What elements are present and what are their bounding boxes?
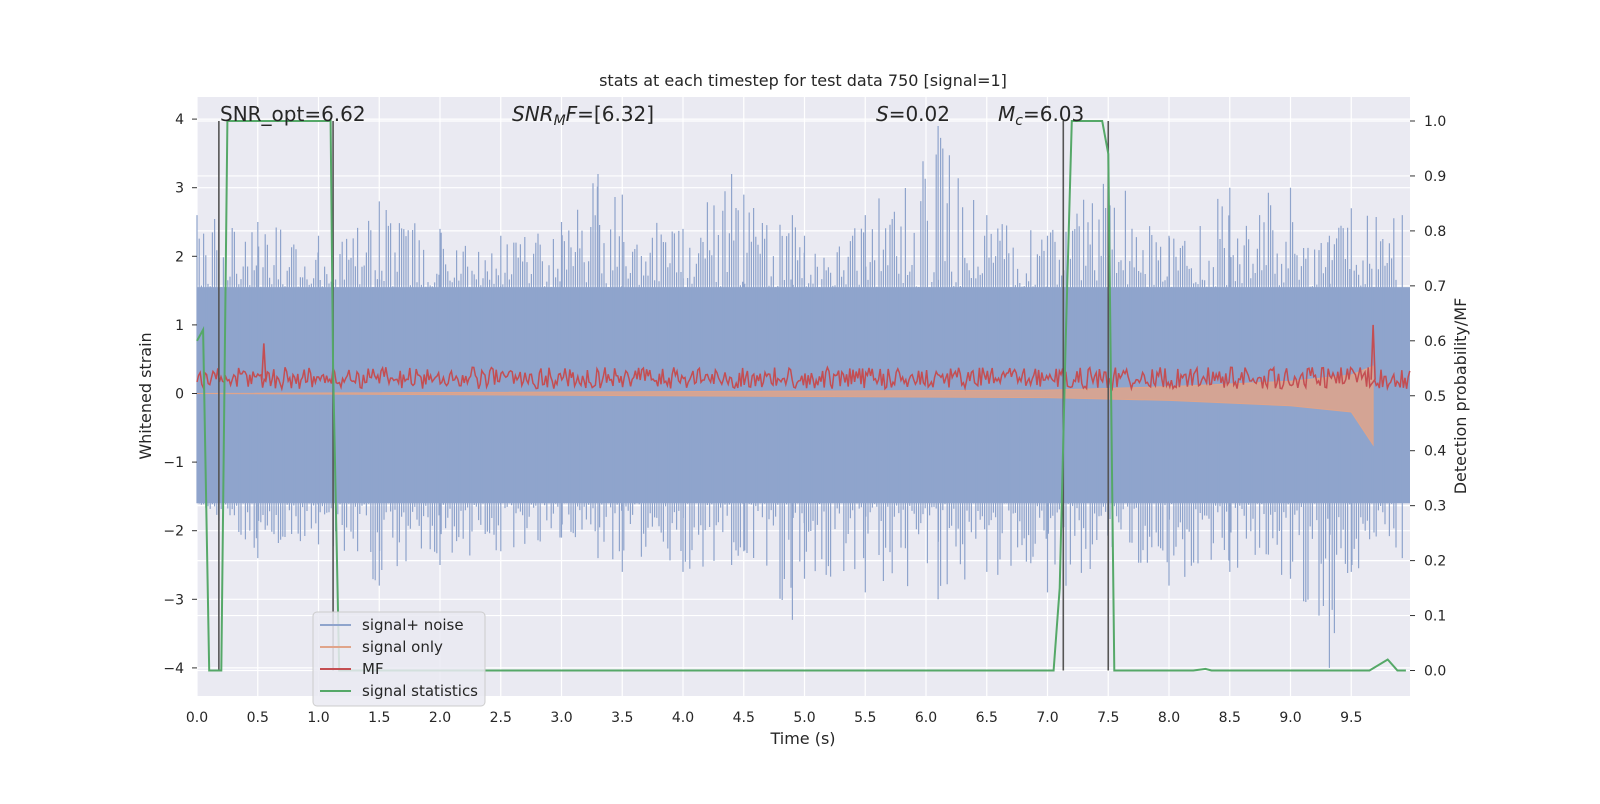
right-y-tick-labels: 1.0 0.9 0.8 0.7 0.6 0.5 0.4 0.3 0.2 0.1 0.0 [1410,114,1446,680]
x-tick-label: 8.5 [1219,710,1241,726]
snr-mf-tail: F [566,102,578,126]
signal-statistics-trace [196,120,1406,672]
signal-only-series [196,365,1374,447]
legend-label-signal-only: signal only [362,638,443,656]
signal-only-trace [196,365,1374,447]
mc-value: =6.03 [1023,102,1084,126]
left-y-tick-label: 2 [175,249,184,265]
chart-title: stats at each timestep for test data 750… [599,71,1007,90]
mf-trace [196,365,1411,392]
right-y-tick-label: 0.5 [1424,389,1446,405]
right-y-axis-label: Detection probability/MF [1451,298,1470,495]
left-y-tick-label: 0 [175,387,184,403]
signal-statistics-series [196,120,1406,672]
s-symbol: S [876,102,889,126]
x-axis-label: Time (s) [769,729,835,748]
x-tick-label: 9.5 [1340,710,1362,726]
snr-mf-symbol: SNR [512,102,554,126]
right-y-tick-label: 1.0 [1424,114,1446,130]
right-y-tick-label: 0.0 [1424,664,1446,680]
x-tick-label: 2.0 [429,710,451,726]
left-y-tick-label: 4 [175,112,184,128]
mf-peak [261,343,267,380]
left-y-tick-label: 3 [175,181,184,197]
x-tick-label: 1.0 [307,710,329,726]
left-y-axis-label: Whitened strain [136,332,155,459]
snr-opt-annotation: SNR_opt=6.62 [220,102,366,126]
x-tick-label: 4.5 [733,710,755,726]
x-tick-label: 5.5 [854,710,876,726]
x-tick-label: 0.0 [186,710,208,726]
left-y-tick-label: −1 [163,455,184,471]
x-tick-label: 8.0 [1158,710,1180,726]
left-y-tick-label: 1 [175,318,184,334]
left-y-tick-label: −2 [163,524,184,540]
mc-annotation: Mc=6.03 [998,102,1084,129]
snr-mf-value: =[6.32] [577,102,654,126]
x-tick-label: 3.5 [611,710,633,726]
left-y-tick-label: −3 [163,592,184,608]
x-tick-label: 2.5 [490,710,512,726]
right-y-tick-label: 0.8 [1424,224,1446,240]
x-tick-label: 7.5 [1097,710,1119,726]
right-y-tick-label: 0.7 [1424,279,1446,295]
legend-box [312,611,486,707]
right-y-tick-label: 0.9 [1424,169,1446,185]
mc-symbol: M [998,102,1015,126]
legend-label-mf: MF [362,660,384,678]
snr-mf-subscript: M [554,113,566,129]
legend: signal+ noise signal only MF signal stat… [312,611,486,707]
mf-peak [1370,324,1376,380]
snr-mf-annotation: SNRMF=[6.32] [512,102,654,129]
x-tick-labels: 0.0 0.5 1.0 1.5 2.0 2.5 3.0 3.5 4.0 4.5 5.0 5.5 6.0 6… [186,710,1363,726]
left-y-tick-label: −4 [163,661,184,677]
legend-label-signal-statistics: signal statistics [362,682,478,700]
left-y-tick-labels: 4 3 2 1 0 −1 −2 −3 −4 [163,112,197,677]
right-y-tick-label: 0.4 [1424,444,1446,460]
right-y-tick-label: 0.6 [1424,334,1446,350]
x-tick-label: 0.5 [247,710,269,726]
x-tick-label: 5.0 [793,710,815,726]
mc-subscript: c [1015,113,1023,129]
x-tick-label: 1.5 [368,710,390,726]
mf-series [196,324,1411,392]
x-tick-label: 6.0 [915,710,937,726]
right-y-tick-label: 0.3 [1424,499,1446,515]
x-tick-label: 4.0 [672,710,694,726]
s-value: =0.02 [889,102,950,126]
s-annotation: S=0.02 [876,102,950,126]
x-tick-label: 7.0 [1036,710,1058,726]
x-tick-label: 3.0 [550,710,572,726]
right-y-tick-label: 0.1 [1424,609,1446,625]
right-y-tick-label: 0.2 [1424,554,1446,570]
legend-label-signal-noise: signal+ noise [362,616,464,634]
x-tick-label: 9.0 [1279,710,1301,726]
x-tick-label: 6.5 [976,710,998,726]
